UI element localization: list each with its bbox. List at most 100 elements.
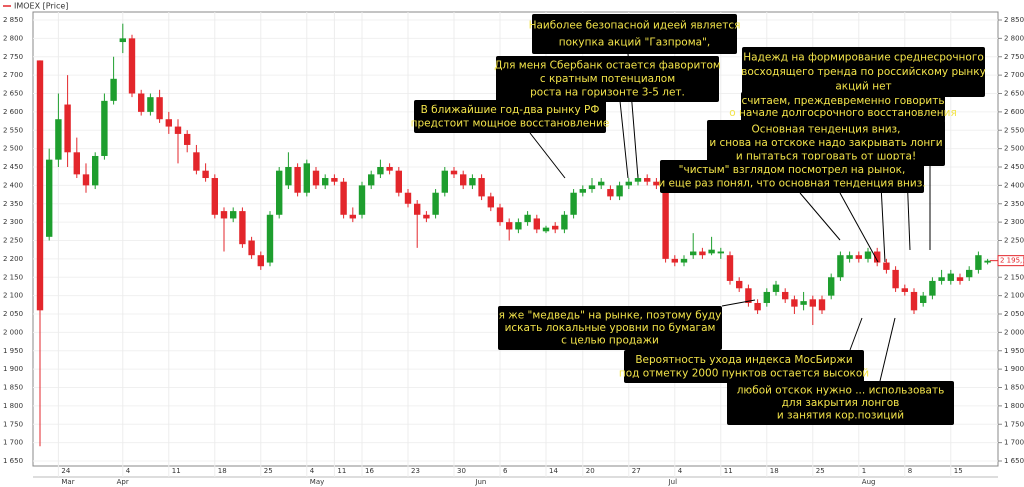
- candle-body: [515, 222, 522, 230]
- y-tick-label-left: 2 350: [3, 200, 23, 208]
- candle-body: [285, 167, 292, 186]
- candle-body: [809, 299, 816, 307]
- annotation-box: [727, 381, 954, 425]
- annotation-text: и пытаться торговать от шорта!: [736, 150, 916, 162]
- y-tick-label-left: 2 500: [3, 145, 23, 153]
- annotation-text: "чистым" взглядом посмотрел на рынок,: [679, 164, 906, 176]
- candle-body: [598, 181, 605, 186]
- x-tick-label: 11: [724, 467, 733, 475]
- candle-body: [450, 170, 458, 175]
- y-tick-label: 2 400: [1004, 181, 1024, 189]
- candle-body: [754, 302, 761, 311]
- x-tick-label: 27: [632, 467, 641, 475]
- candle-body: [570, 192, 577, 215]
- annotation-text: Для меня Сбербанк остается фаворитом: [494, 60, 721, 72]
- y-tick-label: 1 850: [1004, 384, 1024, 392]
- annotation-pointer: [839, 192, 879, 263]
- candle-body: [230, 211, 237, 219]
- x-tick-label: 8: [908, 467, 912, 475]
- candle-body: [671, 258, 678, 263]
- candle-body: [82, 174, 90, 186]
- y-tick-label-left: 2 550: [3, 126, 23, 134]
- candle-body: [717, 251, 724, 254]
- candle-body: [257, 255, 264, 267]
- annotation-pointer: [799, 192, 841, 241]
- annotation-text: восходящего тренда по российскому рынку: [741, 66, 986, 78]
- y-tick-label: 1 750: [1004, 420, 1024, 428]
- y-tick-label: 2 300: [1004, 218, 1024, 226]
- annotation-pointer: [619, 100, 629, 179]
- candle-body: [358, 185, 366, 215]
- candle-body: [506, 222, 513, 230]
- annotation-text: о начале долгосрочного восстановления: [729, 107, 957, 119]
- last-price-label: 2 195,16: [1000, 257, 1024, 265]
- annotation-box: [414, 100, 606, 133]
- candle-body: [892, 269, 899, 289]
- month-label: May: [310, 478, 324, 486]
- x-tick-label: 6: [503, 467, 508, 475]
- candle-body: [266, 214, 274, 263]
- candle-body: [487, 196, 494, 208]
- candle-body: [432, 192, 439, 215]
- candle-body: [101, 100, 108, 156]
- candle-body: [36, 60, 44, 311]
- annotation-box: [742, 47, 985, 97]
- month-label: Apr: [117, 478, 129, 486]
- candle-body: [174, 126, 182, 134]
- candle-body: [938, 277, 945, 281]
- annotation-box: [624, 350, 864, 383]
- y-tick-label: 2 100: [1004, 292, 1024, 300]
- candle-body: [680, 258, 688, 263]
- candle-body: [874, 251, 881, 263]
- x-tick-label: 15: [954, 467, 963, 475]
- x-tick-label: 16: [365, 467, 374, 475]
- annotation-text: с целью продажи: [561, 335, 659, 347]
- y-tick-label-left: 2 750: [3, 53, 23, 61]
- annotation-text: и занятия кор.позиций: [777, 410, 904, 422]
- candle-body: [220, 211, 228, 219]
- x-tick-label: 11: [172, 467, 181, 475]
- annotation-text: Вероятность ухода индекса МосБиржи: [635, 354, 852, 366]
- y-tick-label-left: 2 450: [3, 163, 23, 171]
- candle-body: [276, 170, 283, 215]
- candle-body: [607, 189, 614, 197]
- candle-body: [975, 255, 982, 270]
- candle-body: [542, 227, 550, 232]
- y-tick-label-left: 2 400: [3, 181, 23, 189]
- candle-body: [552, 225, 559, 230]
- y-tick-label: 2 500: [1004, 145, 1024, 153]
- candle-body: [368, 174, 375, 186]
- candle-body: [736, 280, 743, 289]
- x-tick-label: 20: [586, 467, 595, 475]
- x-tick-label: 14: [549, 467, 558, 475]
- candle-body: [588, 185, 596, 190]
- y-tick-label: 1 900: [1004, 365, 1024, 373]
- candle-body: [763, 291, 770, 303]
- annotation-text: Основная тенденция вниз,: [752, 124, 901, 136]
- x-tick-label: 18: [770, 467, 779, 475]
- candle-body: [349, 214, 356, 219]
- y-tick-label-left: 2 800: [3, 34, 23, 42]
- candle-body: [441, 170, 448, 193]
- y-tick-label-left: 1 950: [3, 347, 23, 355]
- candle-body: [634, 178, 642, 182]
- candle-body: [818, 299, 826, 311]
- y-tick-label: 2 750: [1004, 53, 1024, 61]
- annotation-box: [532, 14, 737, 54]
- candle-body: [110, 78, 117, 101]
- y-tick-label-left: 2 100: [3, 292, 23, 300]
- x-tick-label: 25: [264, 467, 273, 475]
- candle-body: [846, 255, 853, 259]
- candle-body: [708, 249, 715, 254]
- y-tick-label-left: 1 700: [3, 439, 23, 447]
- candle-body: [395, 170, 402, 193]
- annotation-text: под отметку 2000 пунктов остается высоко…: [619, 367, 869, 379]
- legend-label: IMOEX [Price]: [14, 2, 68, 11]
- candle-body: [929, 280, 936, 296]
- y-tick-label: 2 700: [1004, 71, 1024, 79]
- annotation-box: [660, 160, 924, 193]
- candle-body: [73, 152, 80, 175]
- candle-body: [616, 185, 623, 197]
- candle-body: [782, 291, 789, 300]
- y-tick-label-left: 1 650: [3, 457, 23, 465]
